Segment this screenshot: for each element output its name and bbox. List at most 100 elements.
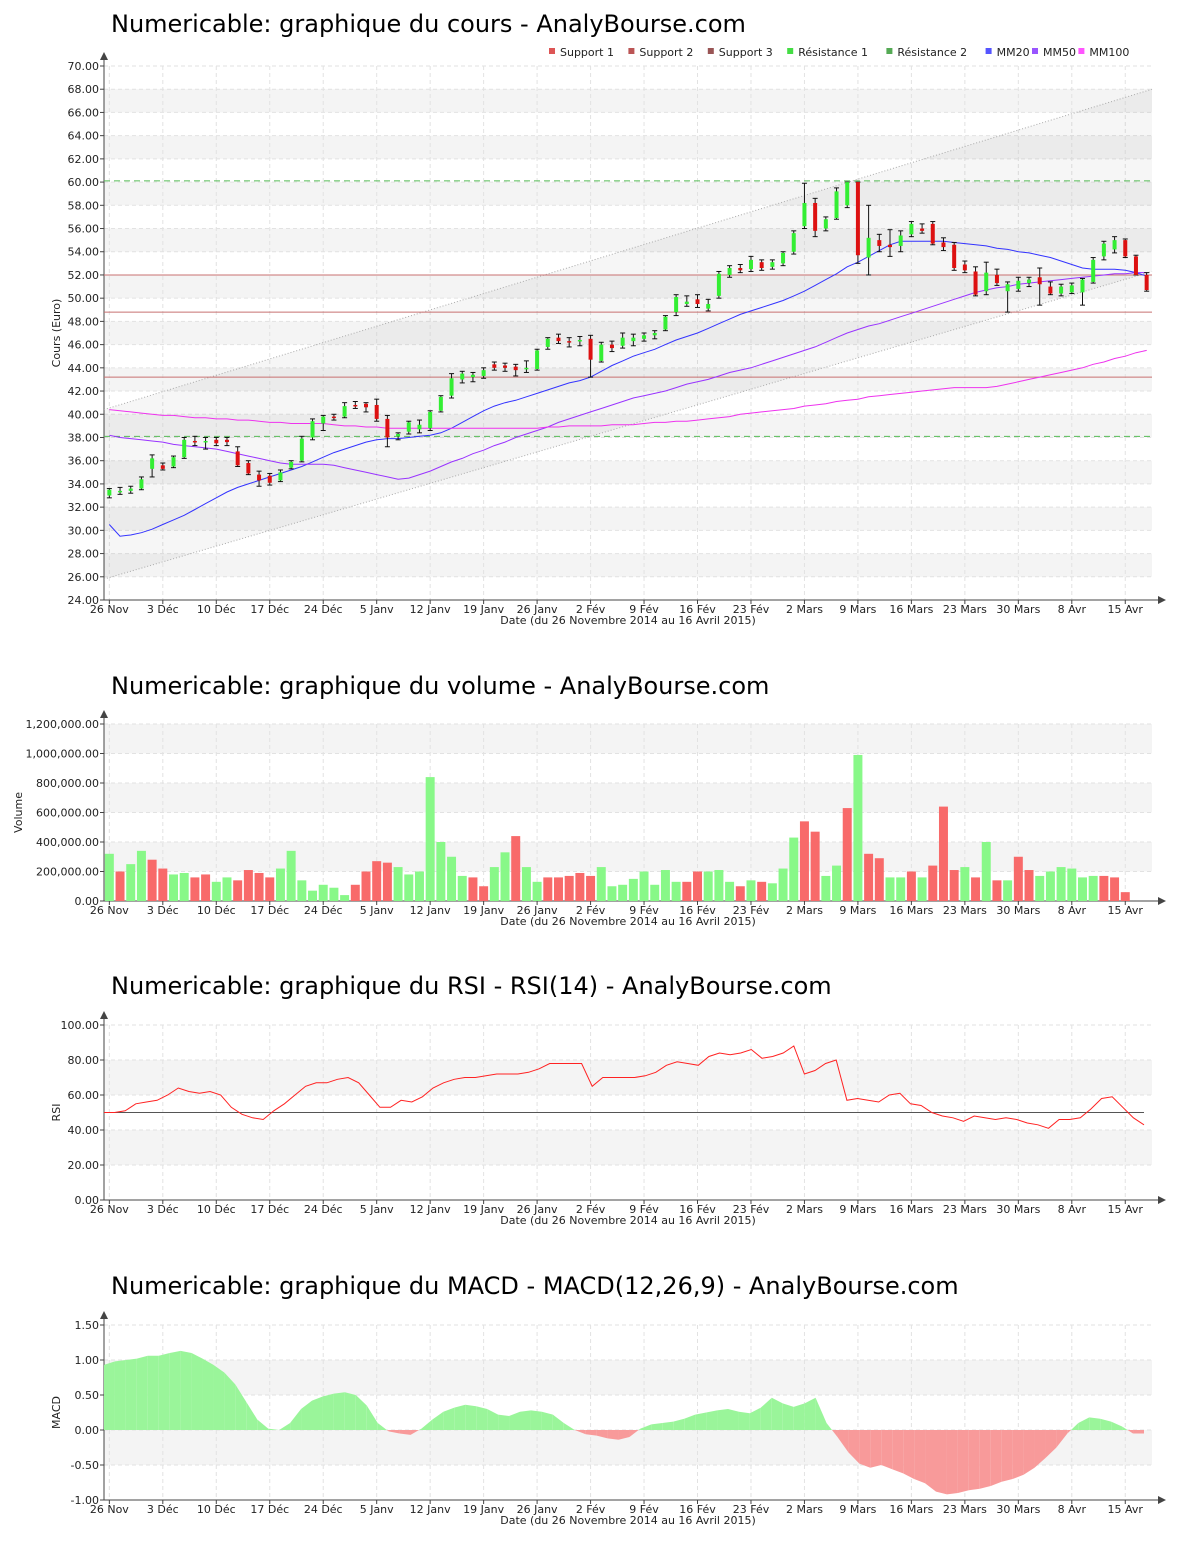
legend-label: Support 2 [639, 46, 693, 59]
price-xtick-label: 9 Fév [629, 603, 659, 616]
volume-bar [618, 884, 628, 901]
macd-area-segment [1034, 1430, 1046, 1468]
price-ytick-label: 36.00 [68, 455, 100, 468]
candle-body [364, 403, 368, 408]
volume-bar [607, 886, 617, 901]
candle-body [128, 488, 133, 491]
volume-ytick-label: 400,000.00 [36, 836, 99, 849]
macd-area-segment [552, 1414, 564, 1430]
volume-bar [981, 842, 991, 901]
volume-chart-block: Numericable: graphique du volume - Analy… [0, 660, 1200, 940]
candle-body [813, 202, 818, 231]
candle-body [834, 191, 839, 219]
volume-bar [992, 880, 1002, 901]
price-band [104, 89, 1152, 113]
price-ytick-label: 50.00 [68, 292, 100, 305]
macd-area-segment [1078, 1417, 1090, 1430]
legend-label: Résistance 2 [897, 46, 967, 59]
price-band [104, 414, 1152, 438]
candle-body [845, 182, 850, 206]
candle-body [716, 273, 721, 296]
candle-body [802, 202, 807, 227]
macd-area-segment [1023, 1430, 1035, 1475]
macd-y-axis-arrow [100, 1311, 108, 1319]
macd-area-segment [618, 1430, 630, 1440]
rsi-chart-title: Numericable: graphique du RSI - RSI(14) … [111, 972, 832, 1000]
macd-area-segment [246, 1402, 258, 1430]
legend-label: Support 3 [719, 46, 773, 59]
candle-body [524, 367, 529, 370]
volume-bar [1120, 892, 1130, 901]
macd-xtick-label: 5 Janv [360, 1503, 394, 1516]
volume-xtick-label: 26 Nov [90, 904, 129, 917]
macd-area-segment [279, 1423, 291, 1430]
candle-body [331, 416, 336, 419]
volume-bar [671, 881, 681, 901]
macd-area-segment [925, 1430, 936, 1492]
price-xtick-label: 16 Fév [679, 603, 716, 616]
volume-xtick-label: 23 Fév [733, 904, 770, 917]
macd-area-segment [881, 1430, 893, 1470]
volume-bar [906, 871, 916, 901]
volume-xtick-label: 30 Mars [996, 904, 1040, 917]
candle-body [909, 223, 914, 235]
macd-area-segment [312, 1396, 323, 1430]
candle-body [962, 264, 967, 271]
macd-area-segment [717, 1409, 728, 1430]
macd-area-segment [563, 1423, 575, 1430]
price-xtick-label: 26 Nov [90, 603, 129, 616]
macd-xtick-label: 3 Déc [147, 1503, 179, 1516]
candle-body [674, 297, 679, 313]
volume-bar [586, 875, 596, 901]
rsi-xtick-label: 5 Janv [360, 1203, 394, 1216]
macd-area-segment [793, 1403, 805, 1430]
candle-body [438, 396, 443, 411]
macd-area-segment [662, 1421, 674, 1430]
volume-bar [821, 875, 831, 901]
candle-body [984, 272, 989, 292]
candle-body [481, 370, 486, 376]
candle-body [160, 465, 165, 469]
macd-area-segment [333, 1392, 345, 1430]
volume-bar [960, 867, 970, 901]
macd-area-segment [301, 1400, 312, 1430]
macd-area-segment [224, 1372, 236, 1430]
candle-body [374, 404, 379, 419]
rsi-xtick-label: 16 Fév [679, 1203, 716, 1216]
rsi-band [104, 1130, 1152, 1165]
macd-area-segment [695, 1412, 707, 1430]
volume-bar [136, 850, 146, 901]
macd-area-segment [826, 1423, 832, 1430]
price-xtick-label: 9 Mars [839, 603, 876, 616]
rsi-chart: 0.00 20.00 40.00 60.00 80.00 100.00 26 Nov 3 Dé… [50, 1011, 1166, 1227]
volume-bar [169, 874, 179, 901]
price-ytick-label: 52.00 [68, 269, 100, 282]
volume-xtick-label: 9 Mars [839, 904, 876, 917]
candle-body [321, 416, 326, 424]
rsi-line [104, 1045, 1145, 1129]
macd-area-segment [377, 1423, 387, 1430]
price-xtick-label: 10 Déc [197, 603, 236, 616]
candle-body [823, 219, 828, 229]
volume-bar [767, 883, 777, 901]
volume-bar [1035, 875, 1045, 901]
macd-x-axis-arrow [1158, 1496, 1166, 1504]
volume-y-axis-arrow [100, 710, 108, 718]
legend-label: Résistance 1 [798, 46, 868, 59]
macd-area-segment [410, 1430, 420, 1435]
volume-xtick-label: 5 Janv [360, 904, 394, 917]
candle-body [192, 440, 197, 443]
volume-bar [414, 871, 424, 901]
volume-bar [564, 875, 574, 901]
candle-body [1101, 243, 1106, 257]
candle-body [289, 461, 294, 468]
volume-bar [928, 865, 938, 901]
volume-bar [222, 877, 232, 901]
volume-xtick-label: 2 Fév [576, 904, 606, 917]
macd-xtick-label: 26 Nov [90, 1503, 129, 1516]
macd-area-segment [202, 1358, 214, 1430]
volume-xtick-label: 17 Déc [250, 904, 289, 917]
candle-body [706, 303, 711, 309]
macd-area-segment [706, 1410, 718, 1430]
macd-area-segment [936, 1430, 947, 1495]
